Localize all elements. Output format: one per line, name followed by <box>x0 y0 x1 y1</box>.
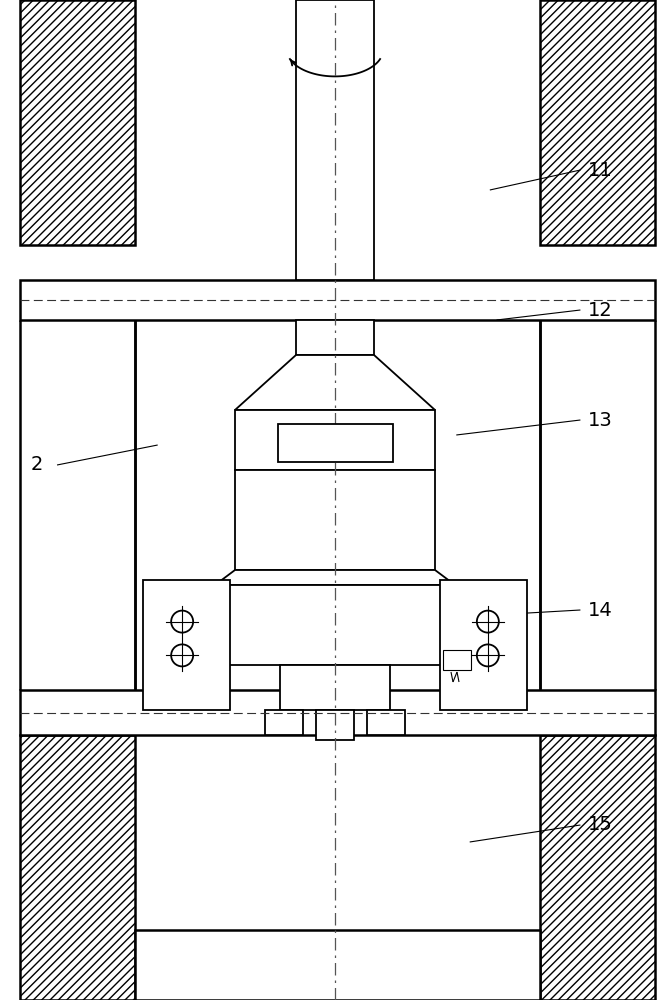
Bar <box>540 320 655 690</box>
Bar <box>296 320 374 355</box>
Polygon shape <box>215 570 455 585</box>
Bar <box>135 930 540 1000</box>
Bar <box>20 280 655 320</box>
Bar <box>280 665 390 710</box>
Text: 2: 2 <box>31 456 43 475</box>
Bar <box>235 410 435 470</box>
Circle shape <box>477 644 499 666</box>
Bar <box>278 424 393 462</box>
Bar <box>367 710 405 735</box>
Bar <box>296 0 374 280</box>
Bar <box>20 0 135 245</box>
Bar <box>265 710 303 735</box>
Bar <box>235 470 435 570</box>
Bar <box>20 735 135 1000</box>
Text: 13: 13 <box>588 410 613 430</box>
Bar <box>20 320 135 690</box>
Polygon shape <box>235 355 435 410</box>
Text: 11: 11 <box>588 160 613 180</box>
Circle shape <box>171 644 193 666</box>
Bar <box>316 710 354 740</box>
Text: 14: 14 <box>588 600 613 619</box>
Text: 15: 15 <box>588 816 613 834</box>
Bar <box>540 735 655 1000</box>
Bar <box>443 650 471 670</box>
Bar <box>440 580 527 710</box>
Circle shape <box>171 611 193 633</box>
Circle shape <box>477 611 499 633</box>
Bar <box>143 580 230 710</box>
Bar <box>20 690 655 735</box>
Bar <box>540 0 655 245</box>
Text: 12: 12 <box>588 300 613 320</box>
Bar <box>215 585 455 665</box>
